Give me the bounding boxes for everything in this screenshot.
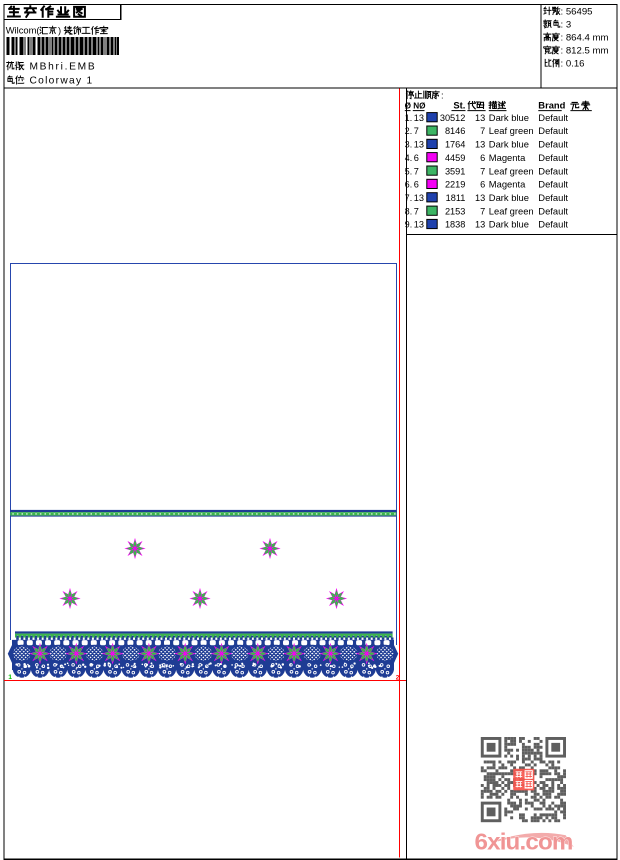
svg-text:8146: 8146 bbox=[445, 126, 465, 136]
svg-text:13: 13 bbox=[475, 140, 485, 150]
svg-text:13: 13 bbox=[475, 113, 485, 123]
svg-text::: : bbox=[23, 60, 26, 71]
svg-text:Wilcom(: Wilcom( bbox=[6, 25, 41, 36]
svg-text:): ) bbox=[58, 25, 61, 36]
svg-text:St.: St. bbox=[453, 100, 465, 111]
svg-text:6: 6 bbox=[480, 153, 485, 163]
svg-text:2: 2 bbox=[396, 675, 400, 682]
svg-text:Default: Default bbox=[538, 139, 568, 150]
svg-text:6: 6 bbox=[480, 180, 485, 190]
svg-text:13: 13 bbox=[414, 113, 424, 123]
svg-text:7: 7 bbox=[480, 166, 485, 176]
svg-text:7: 7 bbox=[480, 206, 485, 216]
svg-text::: : bbox=[441, 89, 444, 100]
svg-text:7.: 7. bbox=[405, 193, 412, 203]
svg-text:Leaf green: Leaf green bbox=[489, 125, 534, 136]
svg-text:4459: 4459 bbox=[445, 153, 465, 163]
svg-text:30512: 30512 bbox=[440, 113, 466, 123]
svg-text:Default: Default bbox=[538, 152, 568, 163]
svg-text:Default: Default bbox=[538, 165, 568, 176]
svg-text:Brand: Brand bbox=[538, 100, 565, 111]
svg-text:6xiu.com: 6xiu.com bbox=[475, 828, 573, 854]
svg-text:Ø: Ø bbox=[405, 102, 412, 111]
svg-text:1.: 1. bbox=[405, 113, 412, 123]
svg-text:7: 7 bbox=[414, 166, 419, 176]
svg-text:Colorway 1: Colorway 1 bbox=[30, 76, 94, 87]
svg-text:6: 6 bbox=[414, 180, 419, 190]
svg-text:1764: 1764 bbox=[445, 140, 465, 150]
svg-text:: 0.16: : 0.16 bbox=[561, 59, 585, 70]
svg-text:1811: 1811 bbox=[446, 193, 466, 203]
svg-text:Magenta: Magenta bbox=[489, 152, 526, 163]
svg-text:13: 13 bbox=[414, 220, 424, 230]
svg-text:13: 13 bbox=[414, 140, 424, 150]
svg-text:13: 13 bbox=[414, 193, 424, 203]
svg-text:Dark blue: Dark blue bbox=[489, 112, 529, 123]
svg-text::: : bbox=[23, 75, 26, 86]
svg-text:Default: Default bbox=[538, 219, 568, 230]
svg-text:Default: Default bbox=[538, 125, 568, 136]
svg-text:6.: 6. bbox=[405, 180, 412, 190]
svg-text:Default: Default bbox=[538, 205, 568, 216]
svg-text:: 3: : 3 bbox=[561, 20, 572, 31]
svg-text:1: 1 bbox=[8, 674, 12, 681]
svg-text:2.: 2. bbox=[405, 126, 412, 136]
svg-text:Leaf green: Leaf green bbox=[489, 165, 534, 176]
svg-text:13: 13 bbox=[475, 193, 485, 203]
svg-text:2219: 2219 bbox=[445, 180, 465, 190]
svg-text:Dark blue: Dark blue bbox=[489, 139, 529, 150]
svg-text:NØ: NØ bbox=[413, 102, 426, 111]
svg-text:Dark blue: Dark blue bbox=[489, 192, 529, 203]
svg-text:8.: 8. bbox=[405, 206, 412, 216]
svg-text:1838: 1838 bbox=[445, 220, 465, 230]
svg-text:Default: Default bbox=[538, 179, 568, 190]
svg-text:: 864.4 mm: : 864.4 mm bbox=[561, 33, 609, 44]
svg-text:2153: 2153 bbox=[445, 206, 465, 216]
svg-text:4.: 4. bbox=[405, 153, 412, 163]
svg-text:3591: 3591 bbox=[445, 166, 465, 176]
svg-text:Default: Default bbox=[538, 192, 568, 203]
svg-text:6: 6 bbox=[414, 153, 419, 163]
svg-text:7: 7 bbox=[414, 206, 419, 216]
svg-text:7: 7 bbox=[480, 126, 485, 136]
svg-text:3.: 3. bbox=[405, 140, 412, 150]
svg-text:7: 7 bbox=[414, 126, 419, 136]
svg-text:Default: Default bbox=[538, 112, 568, 123]
svg-text:MBhri.EMB: MBhri.EMB bbox=[30, 61, 97, 72]
svg-text:13: 13 bbox=[475, 220, 485, 230]
svg-text:: 56495: : 56495 bbox=[561, 6, 593, 17]
svg-text:5.: 5. bbox=[405, 166, 412, 176]
svg-text:9.: 9. bbox=[405, 220, 412, 230]
svg-text:Magenta: Magenta bbox=[489, 179, 526, 190]
svg-text:Dark blue: Dark blue bbox=[489, 219, 529, 230]
svg-text:Leaf green: Leaf green bbox=[489, 205, 534, 216]
svg-text:: 812.5 mm: : 812.5 mm bbox=[561, 46, 609, 57]
